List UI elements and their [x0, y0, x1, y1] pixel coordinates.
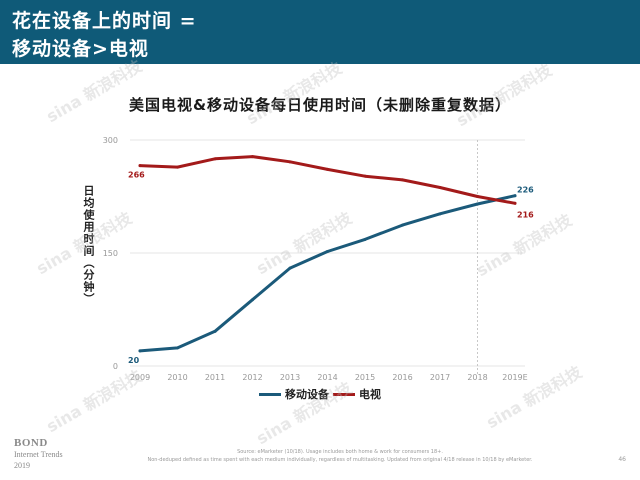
- data-label-tv-first: 266: [128, 171, 145, 180]
- logo-line3: 2019: [14, 461, 30, 470]
- source-line2: Non-deduped defined as time spent with e…: [147, 457, 533, 463]
- x-tick-label: 2014: [317, 373, 337, 382]
- y-tick-label: 150: [103, 249, 118, 258]
- data-label-tv-last: 216: [517, 210, 534, 219]
- logo-line2: Internet Trends: [14, 450, 63, 459]
- chart-grid: [130, 139, 525, 376]
- x-tick-label: 2011: [205, 373, 225, 382]
- data-point-tv: [176, 165, 179, 169]
- data-point-mobile: [213, 329, 217, 333]
- slide-title-line2: 移动设备>电视: [12, 38, 149, 60]
- legend-label-mobile: 移动设备: [285, 388, 329, 401]
- data-point-mobile: [326, 249, 329, 253]
- data-point-tv: [401, 178, 404, 182]
- data-point-mobile: [438, 212, 442, 216]
- slide-title-line1: 花在设备上的时间 =: [12, 10, 197, 32]
- data-label-mobile-first: 20: [128, 356, 140, 365]
- x-tick-label: 2018: [467, 373, 487, 382]
- legend-swatch-tv: [333, 392, 355, 396]
- data-label-mobile-last: 226: [517, 186, 534, 195]
- data-point-tv: [213, 157, 217, 161]
- data-point-tv: [326, 167, 329, 171]
- logo-line1: BOND: [14, 437, 48, 449]
- chart-labels: 0 150 300 2009 2010 2011 2012 2013 2014 2015 2016 2…: [103, 136, 534, 382]
- data-point-tv: [363, 174, 367, 178]
- source-note: Source: eMarketer (10/18). Usage include…: [70, 448, 610, 464]
- y-tick-label: 300: [103, 136, 118, 145]
- legend-item-mobile: 移动设备: [259, 386, 329, 402]
- data-point-mobile: [363, 237, 367, 241]
- data-point-tv: [138, 164, 142, 168]
- data-point-tv: [251, 155, 254, 159]
- y-tick-label: 0: [113, 362, 118, 371]
- data-point-mobile: [251, 298, 254, 302]
- x-tick-label: 2013: [280, 373, 300, 382]
- series-line-mobile: [138, 194, 517, 353]
- data-point-mobile: [513, 194, 517, 198]
- x-tick-label: 2019E: [502, 373, 527, 382]
- x-tick-label: 2016: [392, 373, 412, 382]
- chart-series: [138, 155, 517, 353]
- legend-label-tv: 电视: [359, 388, 381, 401]
- data-point-tv: [476, 195, 479, 198]
- data-point-mobile: [288, 266, 292, 270]
- slide-header: 花在设备上的时间 = 移动设备>电视: [0, 0, 640, 64]
- x-tick-label: 2015: [355, 373, 375, 382]
- data-point-tv: [288, 160, 292, 164]
- data-point-mobile: [176, 346, 179, 350]
- data-point-tv: [513, 201, 517, 205]
- series-line-tv: [138, 155, 517, 205]
- legend-item-tv: 电视: [333, 386, 381, 402]
- data-point-tv: [438, 185, 442, 189]
- y-axis-label: 日均使用时间（分钟）: [82, 185, 95, 305]
- x-tick-label: 2012: [242, 373, 262, 382]
- x-tick-label: 2009: [130, 373, 150, 382]
- x-tick-label: 2017: [430, 373, 450, 382]
- data-point-mobile: [138, 349, 142, 353]
- source-line1: Source: eMarketer (10/18). Usage include…: [237, 449, 443, 455]
- chart-title: 美国电视&移动设备每日使用时间（未删除重复数据）: [128, 96, 512, 114]
- bond-logo: BOND Internet Trends 2019: [14, 438, 84, 471]
- data-point-mobile: [401, 223, 404, 227]
- legend-swatch-mobile: [259, 392, 281, 396]
- page-number: 46: [618, 456, 626, 463]
- x-tick-label: 2010: [167, 373, 187, 382]
- chart-legend: 移动设备 电视: [0, 386, 640, 402]
- data-point-mobile: [476, 202, 479, 206]
